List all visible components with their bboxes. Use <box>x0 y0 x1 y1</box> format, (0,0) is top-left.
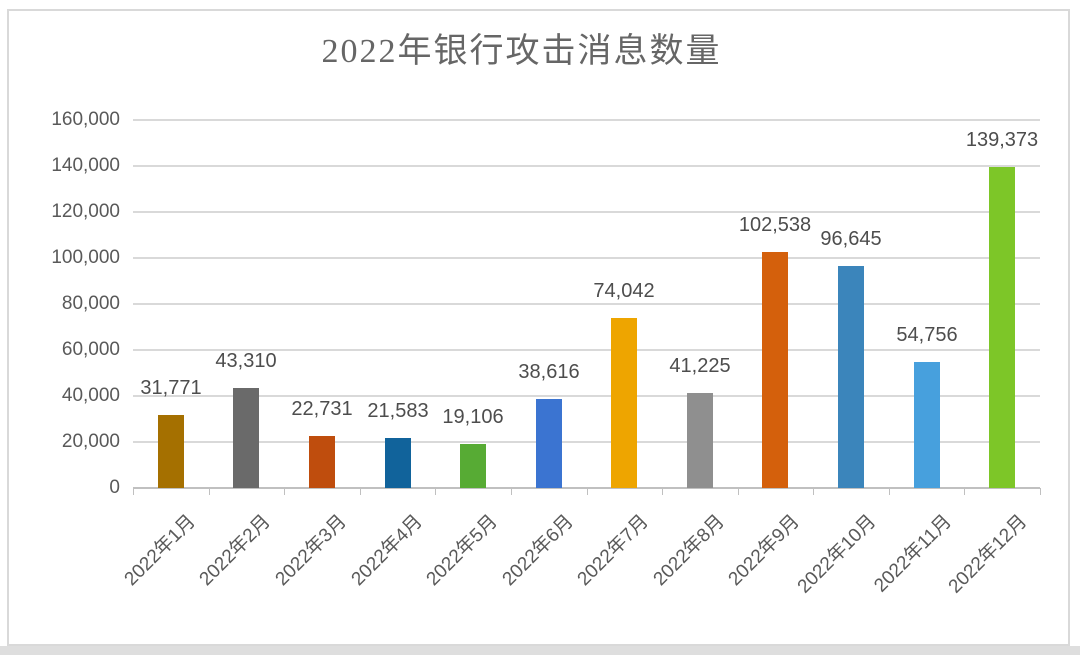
bar <box>233 388 259 488</box>
bar-value-label: 31,771 <box>140 377 202 399</box>
x-axis-tick <box>435 488 436 495</box>
x-axis-tick <box>889 488 890 495</box>
bar <box>914 362 940 488</box>
x-axis-tick <box>587 488 588 495</box>
bar-value-label: 22,731 <box>291 398 353 420</box>
gridline <box>133 303 1040 305</box>
chart-title: 2022年银行攻击消息数量 <box>321 33 722 70</box>
x-axis-tick <box>511 488 512 495</box>
y-axis-tick-label: 20,000 <box>61 431 120 452</box>
y-axis-tick-label: 120,000 <box>51 201 120 222</box>
bar-value-label: 38,616 <box>518 361 580 383</box>
x-axis-tick <box>284 488 285 495</box>
bar-value-label: 41,225 <box>669 355 731 377</box>
bar <box>989 167 1015 488</box>
y-axis-tick-label: 160,000 <box>51 109 120 130</box>
gridline <box>133 119 1040 121</box>
bar <box>460 444 486 488</box>
y-axis-tick-label: 60,000 <box>61 339 120 360</box>
bar <box>158 415 184 488</box>
gridline <box>133 211 1040 213</box>
page-bottom-strip <box>0 646 1080 655</box>
bar-value-label: 21,583 <box>367 400 429 422</box>
y-axis-tick-label: 0 <box>109 477 120 498</box>
y-axis-tick-label: 100,000 <box>51 247 120 268</box>
bar-value-label: 74,042 <box>593 280 655 302</box>
bar-value-label: 43,310 <box>215 350 277 372</box>
x-axis-tick <box>964 488 965 495</box>
x-axis-tick <box>209 488 210 495</box>
x-axis-tick <box>133 488 134 495</box>
x-axis-tick <box>360 488 361 495</box>
bar <box>838 266 864 488</box>
x-axis-tick <box>813 488 814 495</box>
bar-value-label: 96,645 <box>820 228 882 250</box>
x-axis-tick <box>1040 488 1041 495</box>
y-axis-tick-label: 40,000 <box>61 385 120 406</box>
gridline <box>133 165 1040 167</box>
chart-frame <box>7 9 1070 646</box>
gridline <box>133 395 1040 397</box>
bar <box>536 399 562 488</box>
y-axis-tick-label: 80,000 <box>61 293 120 314</box>
gridline <box>133 349 1040 351</box>
bar-value-label: 54,756 <box>896 324 958 346</box>
bar-value-label: 102,538 <box>738 214 812 236</box>
x-axis-line <box>133 487 1040 489</box>
bar <box>309 436 335 488</box>
y-axis-tick-label: 140,000 <box>51 155 120 176</box>
gridline <box>133 257 1040 259</box>
bar <box>611 318 637 488</box>
bar <box>687 393 713 488</box>
bar-value-label: 139,373 <box>965 129 1039 151</box>
bar-value-label: 19,106 <box>442 406 504 428</box>
gridline <box>133 441 1040 443</box>
x-axis-tick <box>662 488 663 495</box>
x-axis-tick <box>738 488 739 495</box>
bar <box>762 252 788 488</box>
bar <box>385 438 411 488</box>
